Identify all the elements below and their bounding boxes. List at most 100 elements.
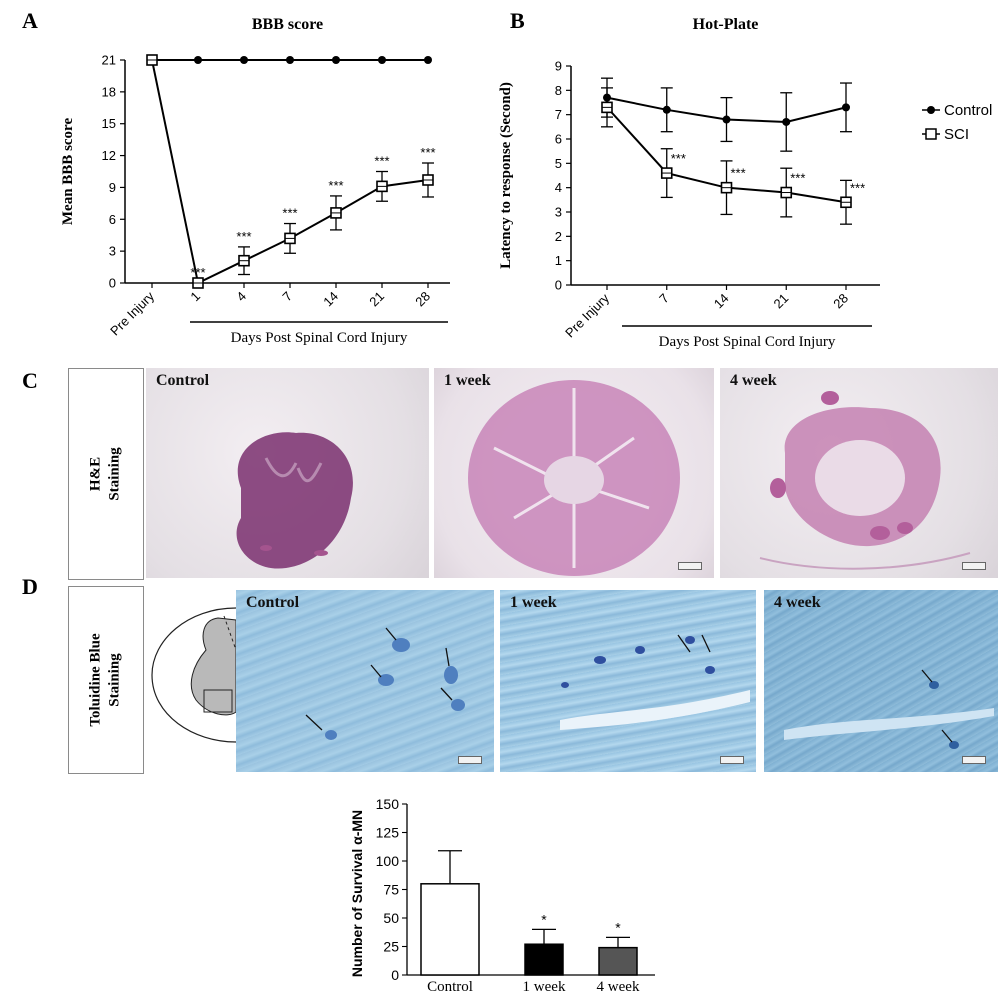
- hot-plate-legend-marker-control: [927, 106, 935, 114]
- bbb-y-tick-label: 0: [109, 276, 116, 291]
- toluidine-scalebar-4-week: [962, 756, 986, 764]
- bbb-title: BBB score: [252, 16, 323, 33]
- survival-y-tick-label: 150: [376, 796, 400, 812]
- bbb-y-tick-label: 15: [102, 116, 116, 131]
- survival-y-tick-label: 100: [376, 853, 400, 869]
- he-staining-label: H&E Staining: [87, 447, 125, 500]
- bbb-x-label: Days Post Spinal Cord Injury: [231, 330, 408, 346]
- hot-plate-y-tick-label: 2: [555, 229, 562, 244]
- survival-y-tick-label: 125: [376, 825, 400, 841]
- hot-plate-x-tick-label: 21: [771, 291, 792, 312]
- hot-plate-x-tick-label: 28: [830, 291, 851, 312]
- toluidine-image-4-week: 4 week: [764, 590, 998, 772]
- hot-plate-legend-label: Control: [944, 102, 992, 119]
- he-title-control: Control: [156, 372, 210, 389]
- bbb-x-tick-label: 14: [320, 289, 341, 310]
- hot-plate-point-control: [662, 105, 671, 114]
- he-title-1-week: 1 week: [444, 372, 491, 389]
- hot-plate-x-tick-label: 7: [656, 291, 672, 307]
- he-image-1-week: 1 week: [434, 368, 714, 578]
- hot-plate-significance: ***: [790, 171, 805, 186]
- bbb-point-control: [286, 56, 294, 64]
- toluidine-scalebar-1-week: [720, 756, 744, 764]
- survival-y-tick-label: 25: [383, 939, 399, 955]
- bbb-significance: ***: [420, 145, 435, 160]
- he-title-4-week: 4 week: [730, 372, 777, 389]
- hot-plate-y-tick-label: 9: [555, 59, 562, 74]
- survival-x-tick-label: Control: [427, 979, 473, 994]
- toluidine-image-1-week: 1 week: [500, 590, 756, 772]
- bbb-x-tick-label: 7: [279, 289, 295, 305]
- hot-plate-significance: ***: [731, 166, 746, 181]
- bbb-significance: ***: [236, 229, 251, 244]
- he-scalebar-4-week: [962, 562, 986, 570]
- toluidine-4-week-cells: [784, 669, 994, 749]
- bbb-significance: ***: [282, 206, 297, 221]
- bbb-point-control: [332, 56, 340, 64]
- hot-plate-y-tick-label: 8: [555, 83, 562, 98]
- bbb-y-tick-label: 9: [109, 180, 116, 195]
- survival-y-tick-label: 50: [383, 910, 399, 926]
- panel-letter-d: D: [22, 574, 38, 599]
- hot-plate-y-label: Latency to response (Second): [498, 82, 514, 269]
- he-image-4-week: 4 week: [720, 368, 998, 578]
- survival-y-label: Number of Survival α-MN: [349, 810, 365, 977]
- hot-plate-significance: ***: [850, 180, 865, 195]
- survival-significance: *: [541, 911, 547, 927]
- hot-plate-y-tick-label: 4: [555, 180, 562, 195]
- survival-x-tick-label: 1 week: [523, 979, 566, 994]
- bbb-point-control: [378, 56, 386, 64]
- bbb-significance: ***: [374, 154, 389, 169]
- hot-plate-point-control: [842, 103, 850, 112]
- hot-plate-x-label: Days Post Spinal Cord Injury: [659, 334, 836, 350]
- bbb-x-tick-label: 28: [412, 289, 433, 310]
- bbb-x-tick-label: Pre Injury: [107, 288, 157, 338]
- bbb-y-tick-label: 21: [102, 53, 116, 68]
- he-scalebar-1-week: [678, 562, 702, 570]
- toluidine-title-1-week: 1 week: [510, 594, 557, 611]
- hot-plate-y-tick-label: 6: [555, 132, 562, 147]
- survival-bar: [420, 883, 480, 976]
- bbb-x-tick-label: 1: [187, 289, 203, 305]
- toluidine-image-control: Control: [236, 590, 494, 772]
- bbb-point-control: [424, 56, 432, 64]
- hot-plate-y-tick-label: 3: [555, 205, 562, 220]
- bbb-point-control: [194, 56, 202, 64]
- survival-x-tick-label: 4 week: [597, 979, 640, 994]
- panel-letter-c: C: [22, 368, 38, 393]
- survival-bar: [598, 946, 638, 976]
- toluidine-1-week-cells: [560, 634, 750, 730]
- bbb-x-tick-label: 21: [366, 289, 387, 310]
- survival-bar: [524, 943, 564, 976]
- hot-plate-x-tick-label: Pre Injury: [562, 290, 612, 340]
- panel-letter-b: B: [510, 8, 525, 33]
- he-staining-label-box: H&E Staining: [68, 368, 144, 580]
- toluidine-title-control: Control: [246, 594, 300, 611]
- survival-significance: *: [615, 919, 621, 935]
- he-image-control: Control: [146, 368, 429, 578]
- bbb-y-tick-label: 18: [102, 84, 116, 99]
- bbb-y-tick-label: 3: [109, 244, 116, 259]
- survival-y-tick-label: 0: [391, 967, 399, 983]
- toluidine-staining-label: Toluidine Blue Staining: [87, 633, 125, 726]
- bbb-point-control: [240, 56, 248, 64]
- toluidine-staining-label-box: Toluidine Blue Staining: [68, 586, 144, 774]
- bbb-x-tick-label: 4: [233, 289, 249, 305]
- bbb-significance: ***: [328, 178, 343, 193]
- he-staining-line-2: Staining: [106, 447, 123, 501]
- bbb-significance: ***: [190, 265, 205, 280]
- hot-plate-y-tick-label: 1: [555, 253, 562, 268]
- hot-plate-y-tick-label: 0: [555, 278, 562, 293]
- panel-letter-a: A: [22, 8, 38, 33]
- he-4-week-section: [759, 391, 971, 570]
- bbb-y-tick-label: 12: [102, 148, 116, 163]
- hot-plate-point-control: [782, 117, 791, 126]
- survival-y-tick-label: 75: [383, 882, 399, 898]
- he-staining-line-1: H&E: [87, 456, 104, 492]
- bbb-y-tick-label: 6: [109, 212, 116, 227]
- spinal-cord-schematic: [151, 607, 237, 743]
- hot-plate-y-tick-label: 7: [555, 107, 562, 122]
- hot-plate-legend-label: SCI: [944, 126, 969, 143]
- toluidine-control-cells: [305, 627, 465, 740]
